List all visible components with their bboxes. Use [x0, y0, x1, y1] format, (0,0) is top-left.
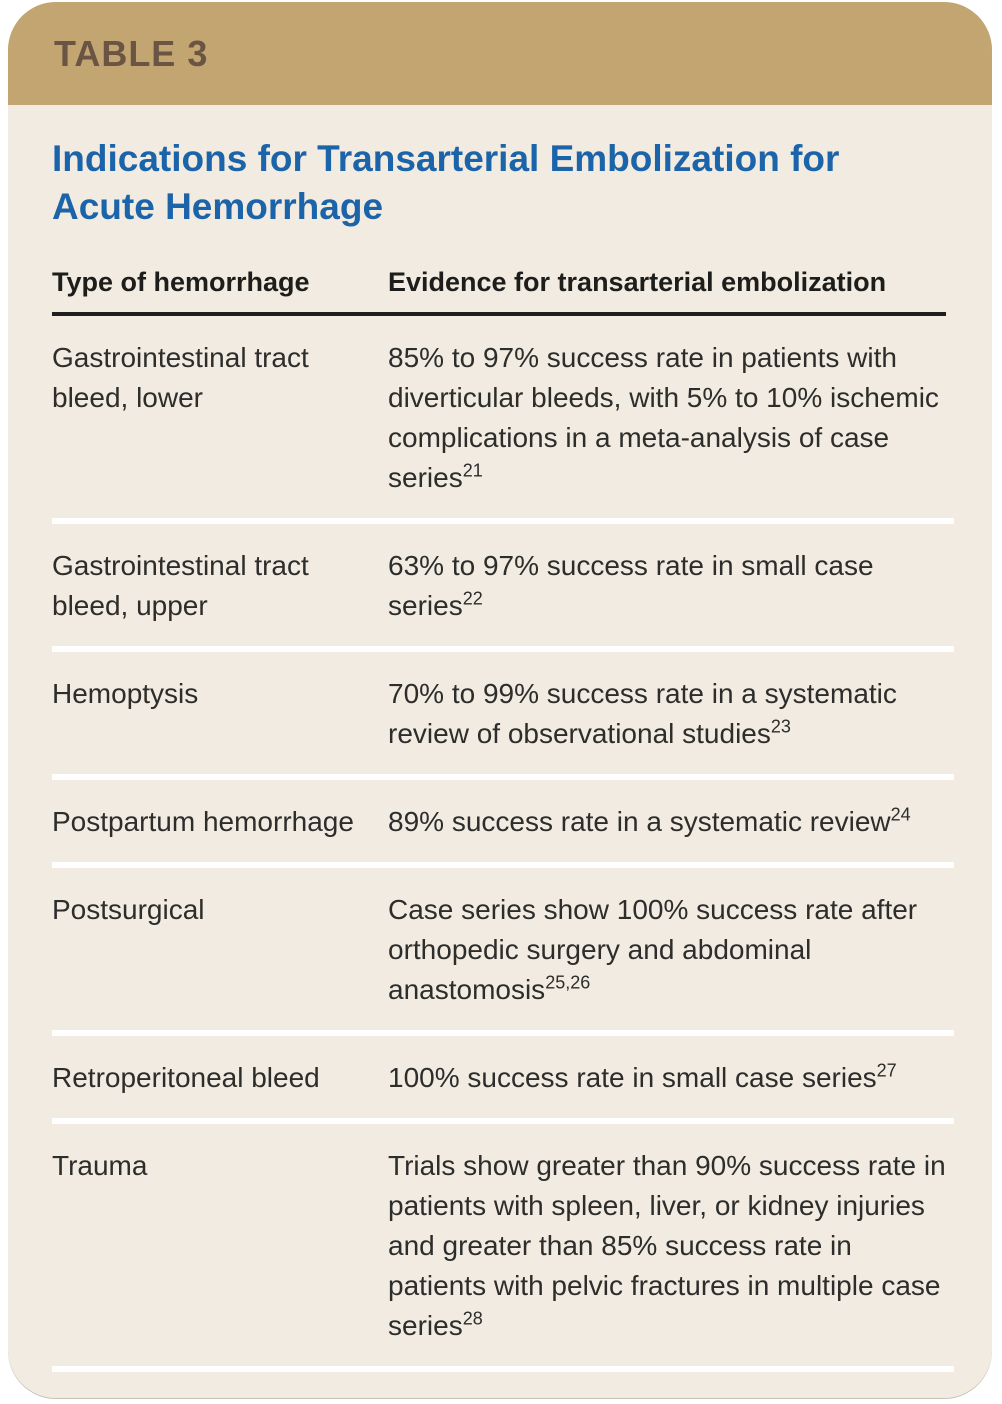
evidence-text: Trials show greater than 90% success rat…: [388, 1150, 946, 1341]
table-row: Trauma Trials show greater than 90% succ…: [52, 1124, 954, 1372]
evidence-cell: 100% success rate in small case series27: [388, 1058, 954, 1098]
hemorrhage-type-cell: Postpartum hemorrhage: [52, 806, 354, 837]
evidence-cell: 89% success rate in a systematic review2…: [388, 802, 954, 842]
table-card: TABLE 3 Indications for Transarterial Em…: [8, 2, 992, 1398]
table-number-label: TABLE 3: [54, 32, 209, 74]
evidence-text: 85% to 97% success rate in patients with…: [388, 342, 939, 493]
reference-superscript: 25,26: [545, 972, 591, 993]
evidence-text: 70% to 99% success rate in a systematic …: [388, 678, 897, 749]
hemorrhage-type-cell: Retroperitoneal bleed: [52, 1062, 320, 1093]
evidence-text: 63% to 97% success rate in small case se…: [388, 550, 874, 621]
evidence-cell: 85% to 97% success rate in patients with…: [388, 338, 954, 498]
table-footnote: Information from references 21 through 2…: [52, 1396, 954, 1398]
column-header-row: Type of hemorrhage Evidence for transart…: [52, 267, 954, 312]
table-row: Hemoptysis 70% to 99% success rate in a …: [52, 652, 954, 780]
table-title: Indications for Transarterial Embolizati…: [52, 138, 840, 227]
table-row: Gastrointestinal tract bleed, upper 63% …: [52, 524, 954, 652]
reference-superscript: 22: [462, 588, 483, 609]
table-row: Retroperitoneal bleed 100% success rate …: [52, 1036, 954, 1124]
hemorrhage-type-cell: Gastrointestinal tract bleed, upper: [52, 550, 309, 621]
hemorrhage-type-cell: Gastrointestinal tract bleed, lower: [52, 342, 309, 413]
header-rule: [52, 312, 946, 316]
column-header-type: Type of hemorrhage: [52, 267, 310, 297]
reference-superscript: 27: [876, 1060, 897, 1081]
reference-superscript: 23: [770, 716, 791, 737]
table-row: Postpartum hemorrhage 89% success rate i…: [52, 780, 954, 868]
evidence-cell: 63% to 97% success rate in small case se…: [388, 546, 954, 626]
reference-superscript: 24: [890, 804, 911, 825]
reference-superscript: 28: [462, 1308, 483, 1329]
hemorrhage-type-cell: Postsurgical: [52, 894, 205, 925]
table-row: Postsurgical Case series show 100% succe…: [52, 868, 954, 1036]
table-row: Gastrointestinal tract bleed, lower 85% …: [52, 316, 954, 524]
evidence-cell: Case series show 100% success rate after…: [388, 890, 954, 1010]
evidence-text: Case series show 100% success rate after…: [388, 894, 918, 1005]
table-header-band: TABLE 3: [8, 2, 992, 105]
hemorrhage-type-cell: Hemoptysis: [52, 678, 199, 709]
evidence-cell: 70% to 99% success rate in a systematic …: [388, 674, 954, 754]
column-header-evidence: Evidence for transarterial embolization: [388, 267, 887, 297]
evidence-cell: Trials show greater than 90% success rat…: [388, 1146, 954, 1346]
table-content: Indications for Transarterial Embolizati…: [8, 135, 992, 1398]
hemorrhage-type-cell: Trauma: [52, 1150, 148, 1181]
evidence-text: 100% success rate in small case series: [388, 1062, 877, 1093]
evidence-text: 89% success rate in a systematic review: [388, 806, 891, 837]
reference-superscript: 21: [462, 460, 483, 481]
